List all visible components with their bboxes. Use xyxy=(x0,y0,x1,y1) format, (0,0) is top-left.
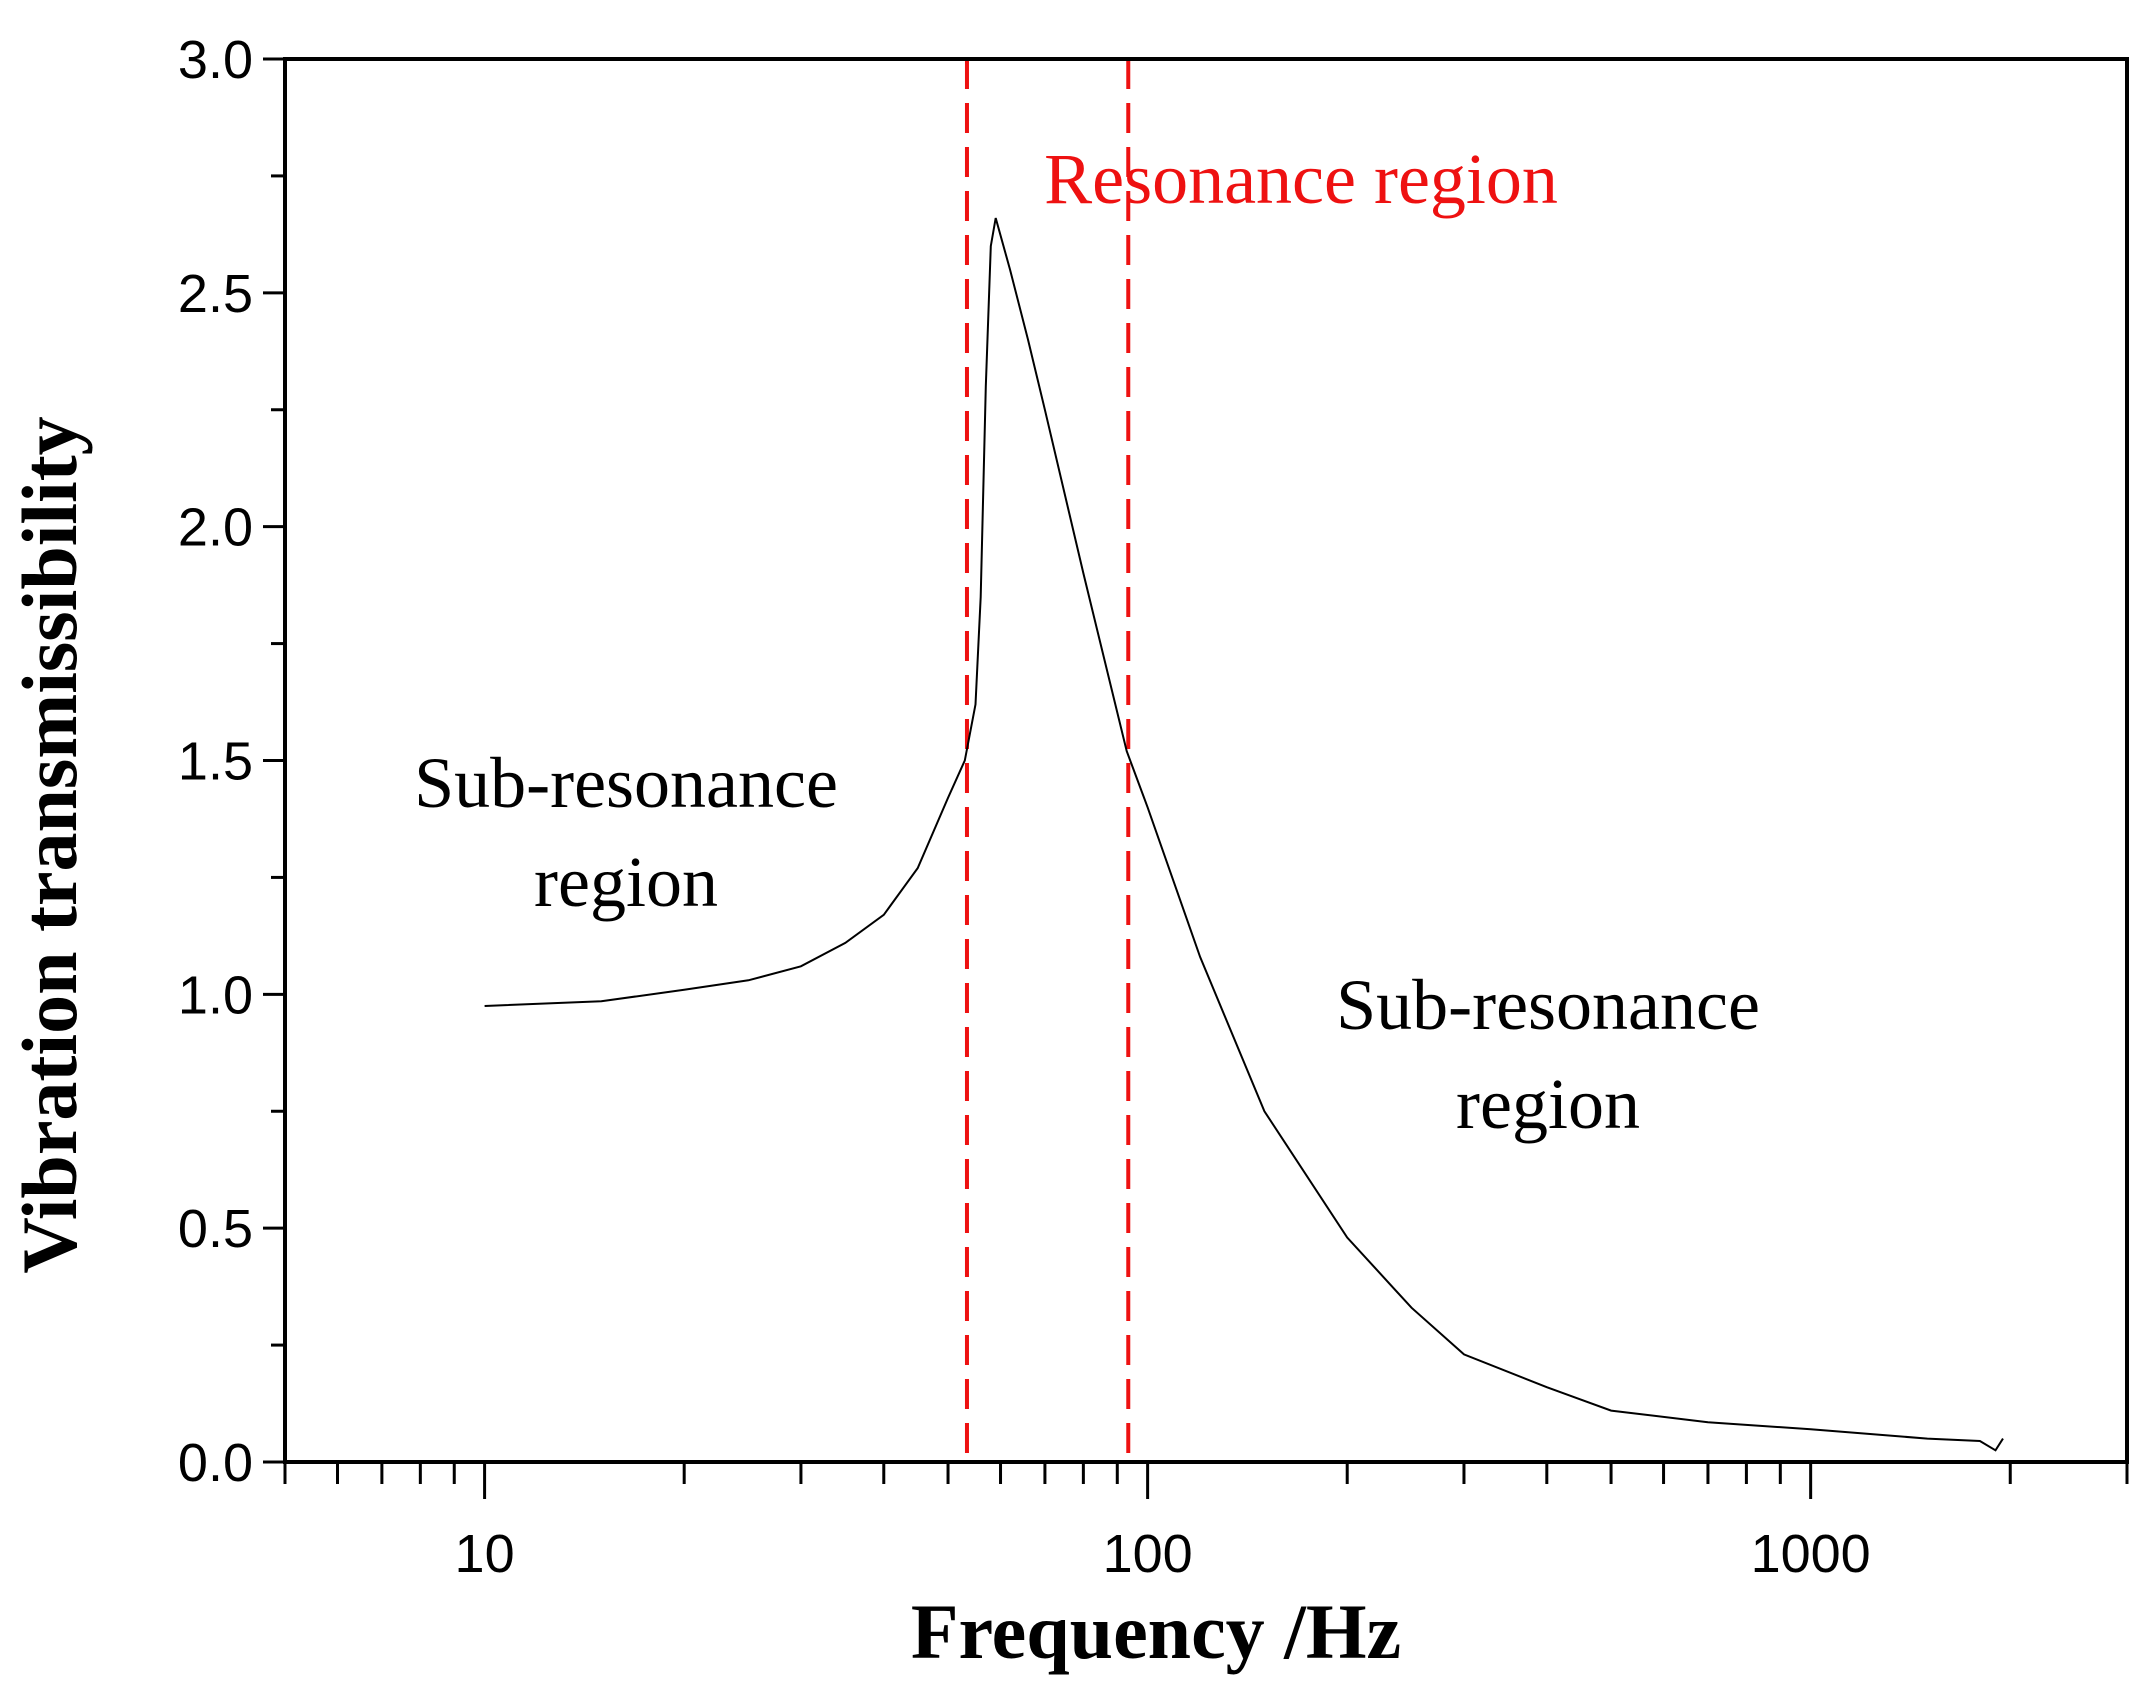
y-tick-label: 0.0 xyxy=(178,1433,253,1493)
y-tick-label: 1.5 xyxy=(178,732,253,792)
y-tick-label: 1.0 xyxy=(178,965,253,1025)
y-axis-label: Vibration transmissibility xyxy=(6,416,93,1273)
x-tick-label: 1000 xyxy=(1751,1524,1871,1584)
annotation-sub-right-line1: Sub-resonance xyxy=(1336,965,1760,1045)
annotation-sub-right-line2: region xyxy=(1456,1064,1640,1144)
y-tick-label: 0.5 xyxy=(178,1199,253,1259)
annotation-sub-left-line2: region xyxy=(534,842,718,922)
annotation-resonance: Resonance region xyxy=(1044,139,1558,219)
x-tick-label: 10 xyxy=(455,1524,515,1584)
transmissibility-curve xyxy=(484,217,2004,1452)
y-tick-label: 3.0 xyxy=(178,30,253,90)
x-tick-label: 100 xyxy=(1103,1524,1193,1584)
y-tick-label: 2.5 xyxy=(178,264,253,324)
x-axis-label: Frequency /Hz xyxy=(911,1588,1401,1675)
y-tick-label: 2.0 xyxy=(178,498,253,558)
annotation-sub-left-line1: Sub-resonance xyxy=(414,743,838,823)
